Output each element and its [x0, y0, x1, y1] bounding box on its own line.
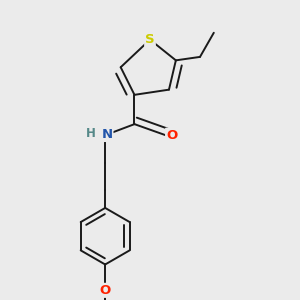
- Text: N: N: [101, 128, 112, 141]
- Text: O: O: [100, 284, 111, 297]
- Text: S: S: [145, 33, 155, 46]
- Text: H: H: [86, 127, 96, 140]
- Text: O: O: [166, 129, 177, 142]
